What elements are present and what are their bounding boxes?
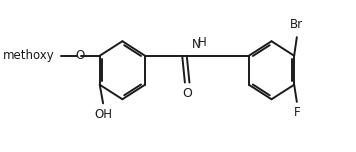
- Text: O: O: [75, 49, 84, 62]
- Text: F: F: [294, 106, 300, 119]
- Text: methoxy: methoxy: [3, 49, 55, 62]
- Text: Br: Br: [290, 18, 303, 31]
- Text: N: N: [192, 38, 200, 50]
- Text: H: H: [198, 36, 206, 49]
- Text: O: O: [182, 87, 192, 100]
- Text: OH: OH: [94, 108, 112, 121]
